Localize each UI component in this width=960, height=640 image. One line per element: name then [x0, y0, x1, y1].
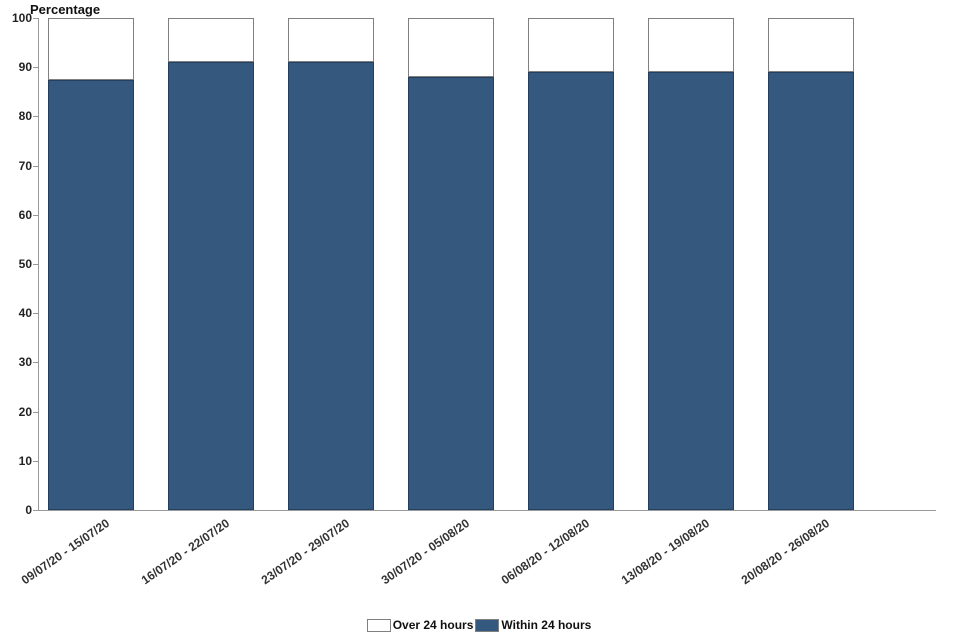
bar-segment-within-24-hours — [768, 72, 854, 510]
y-tick-label: 70 — [18, 158, 32, 173]
y-axis-title: Percentage — [30, 2, 101, 17]
y-tick-mark — [33, 214, 38, 216]
bar-segment-over-24-hours — [168, 18, 254, 63]
legend-label: Over 24 hours — [392, 618, 474, 632]
legend: Over 24 hours Within 24 hours — [0, 618, 960, 632]
y-tick-mark — [33, 411, 38, 413]
bar — [288, 18, 374, 510]
bar — [408, 18, 494, 510]
y-tick-mark — [33, 362, 38, 364]
y-tick-mark — [33, 165, 38, 167]
legend-swatch-over-24-hours — [366, 618, 391, 632]
plot-area — [38, 18, 936, 511]
y-tick-mark — [33, 264, 38, 265]
bar-segment-within-24-hours — [168, 62, 254, 510]
bar — [168, 18, 254, 510]
y-tick-label: 0 — [25, 503, 32, 517]
bar-segment-over-24-hours — [648, 18, 734, 73]
y-tick-label: 90 — [18, 60, 32, 75]
bar-segment-within-24-hours — [408, 77, 494, 510]
y-tick-mark — [33, 510, 38, 511]
legend-item-within-24-hours: Within 24 hours — [475, 618, 593, 632]
y-tick-label: 20 — [18, 404, 32, 419]
x-tick-label: 06/08/20 - 12/08/20 — [498, 516, 593, 588]
legend-item-over-24-hours: Over 24 hours — [366, 618, 476, 632]
y-tick-label: 40 — [18, 306, 32, 321]
y-tick-mark — [33, 313, 38, 315]
x-tick-label: 30/07/20 - 05/08/20 — [378, 516, 473, 588]
x-tick-label: 20/08/20 - 26/08/20 — [738, 516, 833, 588]
y-tick-label: 10 — [18, 453, 32, 468]
x-tick-label: 13/08/20 - 19/08/20 — [618, 516, 713, 588]
bar-segment-over-24-hours — [768, 18, 854, 73]
legend-label: Within 24 hours — [501, 618, 592, 632]
y-tick-label: 80 — [18, 109, 32, 124]
y-tick-mark — [33, 18, 38, 19]
bar-segment-over-24-hours — [288, 18, 374, 63]
bar-segment-within-24-hours — [48, 79, 134, 510]
bar — [48, 18, 134, 510]
x-tick-label: 23/07/20 - 29/07/20 — [258, 516, 353, 588]
y-tick-label: 100 — [11, 11, 32, 25]
bar-segment-over-24-hours — [408, 18, 494, 78]
x-tick-label: 09/07/20 - 15/07/20 — [18, 516, 113, 588]
bar — [528, 18, 614, 510]
bar-segment-over-24-hours — [528, 18, 614, 73]
y-tick-mark — [33, 67, 38, 69]
y-tick-label: 30 — [18, 355, 32, 370]
legend-swatch-within-24-hours — [475, 618, 500, 632]
bar — [648, 18, 734, 510]
bar-segment-within-24-hours — [528, 72, 614, 510]
y-tick-mark — [33, 116, 38, 118]
x-tick-label: 16/07/20 - 22/07/20 — [138, 516, 233, 588]
y-tick-label: 50 — [18, 257, 32, 271]
bar-segment-within-24-hours — [288, 62, 374, 510]
bar-segment-within-24-hours — [648, 72, 734, 510]
bar-segment-over-24-hours — [48, 18, 134, 80]
y-tick-mark — [33, 460, 38, 462]
y-tick-label: 60 — [18, 207, 32, 222]
bar — [768, 18, 854, 510]
